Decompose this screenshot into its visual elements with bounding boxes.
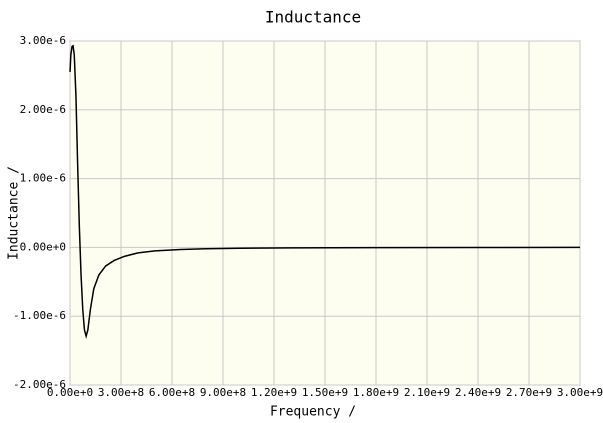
- x-tick-label: 1.20e+9: [251, 386, 297, 399]
- y-tick-label: 0.00e+0: [20, 240, 66, 253]
- x-tick-label: 2.70e+9: [506, 386, 552, 399]
- y-tick-label: -1.00e-6: [13, 309, 66, 322]
- y-tick-label: 3.00e-6: [20, 34, 66, 47]
- x-tick-label: 3.00e+9: [557, 386, 603, 399]
- y-tick-label: -2.00e-6: [13, 378, 66, 391]
- y-tick-label: 2.00e-6: [20, 103, 66, 116]
- y-axis-label: Inductance /: [7, 166, 22, 260]
- x-tick-label: 1.80e+9: [353, 386, 399, 399]
- x-tick-label: 0.00e+0: [47, 386, 93, 399]
- x-tick-label: 1.50e+9: [302, 386, 348, 399]
- x-tick-label: 3.00e+8: [98, 386, 144, 399]
- data-line: [69, 44, 581, 339]
- x-tick-label: 9.00e+8: [200, 386, 246, 399]
- x-tick-label: 2.10e+9: [404, 386, 450, 399]
- chart-title: Inductance: [265, 8, 361, 27]
- x-axis-label: Frequency /: [270, 405, 356, 420]
- x-tick-label: 2.40e+9: [455, 386, 501, 399]
- x-tick-label: 6.00e+8: [149, 386, 195, 399]
- y-tick-label: 1.00e-6: [20, 172, 66, 185]
